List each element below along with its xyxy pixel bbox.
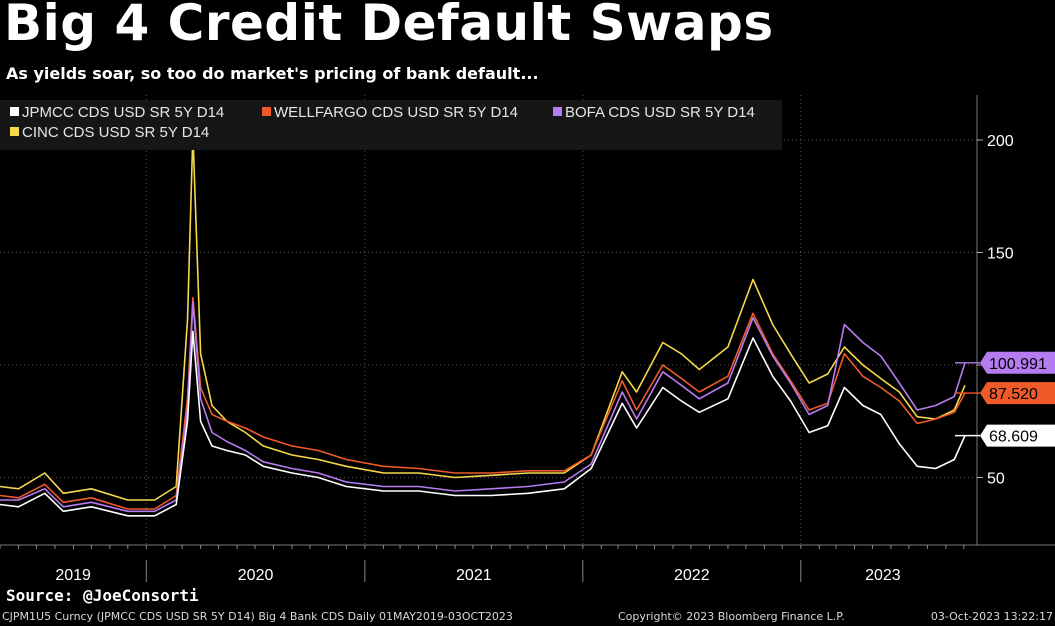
x-tick-label: 2019 <box>55 567 91 584</box>
x-tick-label: 2021 <box>456 567 492 584</box>
y-tick-label: 50 <box>987 471 1005 488</box>
legend-label: JPMCC CDS USD SR 5Y D14 <box>22 104 224 121</box>
footer-timestamp: 03-Oct-2023 13:22:17 <box>930 610 1053 623</box>
last-value-tag: 100.991 <box>955 351 1055 374</box>
legend-swatch <box>10 127 19 136</box>
x-tick-label: 2020 <box>238 567 274 584</box>
legend: JPMCC CDS USD SR 5Y D14 WELLFARGO CDS USD… <box>0 100 782 150</box>
x-tick-label: 2023 <box>865 567 901 584</box>
legend-background <box>0 100 782 150</box>
grid-lines <box>0 95 977 545</box>
last-value-box <box>980 351 1055 374</box>
y-tick-label: 150 <box>987 246 1014 263</box>
footer-ticker-info: CJPM1U5 Curncy (JPMCC CDS USD SR 5Y D14)… <box>2 610 513 623</box>
legend-swatch <box>10 107 19 116</box>
legend-label: CINC CDS USD SR 5Y D14 <box>22 124 209 141</box>
series-line <box>0 330 966 517</box>
legend-swatch <box>553 107 562 116</box>
legend-swatch <box>262 107 271 116</box>
last-value-tag: 68.609 <box>955 424 1055 447</box>
x-axis: 2019 2020 2021 2022 2023 <box>0 545 965 584</box>
x-tick-label: 2022 <box>674 567 710 584</box>
chart-subtitle: As yields soar, so too do market's prici… <box>6 64 539 83</box>
y-tick-label: 200 <box>987 133 1014 150</box>
chart-title: Big 4 Credit Default Swaps <box>4 0 774 52</box>
source-credit: Source: @JoeConsorti <box>6 586 199 605</box>
legend-label: BOFA CDS USD SR 5Y D14 <box>565 104 755 121</box>
last-value-text: 68.609 <box>989 429 1038 446</box>
y-axis: 50 150 200 <box>977 133 1014 488</box>
legend-label: WELLFARGO CDS USD SR 5Y D14 <box>274 104 518 121</box>
last-value-labels: 68.609 87.520 100.991 <box>955 351 1055 447</box>
last-value-text: 100.991 <box>989 356 1047 373</box>
series-line <box>0 132 966 501</box>
series-group <box>0 132 966 517</box>
last-value-tag: 87.520 <box>955 382 1055 405</box>
last-value-text: 87.520 <box>989 386 1038 403</box>
footer-copyright: Copyright© 2023 Bloomberg Finance L.P. <box>618 610 845 623</box>
last-value-box <box>980 424 1055 447</box>
last-value-box <box>980 382 1055 405</box>
